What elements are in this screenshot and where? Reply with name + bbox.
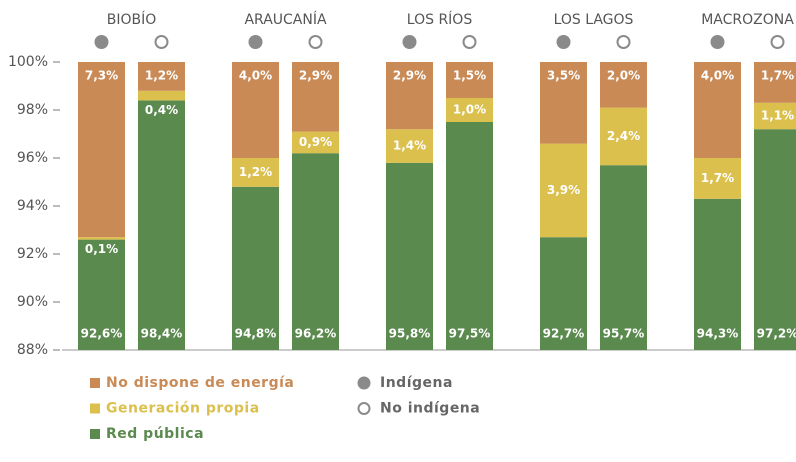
chart: 88% 90% 92% 94% 96% 98% 100% BIOBÍO 92,6% 0,1% 7,3… — [0, 0, 796, 462]
value-label: 2,9% — [393, 69, 426, 83]
value-label: 92,7% — [543, 327, 585, 341]
value-label: 4,0% — [701, 69, 734, 83]
legend-label: No indígena — [380, 401, 480, 417]
group-label: BIOBÍO — [107, 11, 157, 28]
bar-segment — [138, 100, 185, 350]
legend-label: Generación propia — [106, 401, 260, 417]
legend-marker — [359, 378, 370, 389]
value-label: 97,2% — [757, 327, 796, 341]
subgroup-marker — [96, 36, 108, 48]
bar-segment — [78, 237, 125, 239]
group-label: ARAUCANÍA — [244, 11, 327, 28]
value-label: 0,4% — [145, 103, 178, 117]
value-label: 0,9% — [299, 135, 332, 149]
value-label: 94,3% — [697, 327, 739, 341]
legend-swatch — [90, 429, 100, 439]
value-label: 4,0% — [239, 69, 272, 83]
value-label: 95,7% — [603, 327, 645, 341]
value-label: 1,4% — [393, 139, 426, 153]
group-label: LOS LAGOS — [554, 12, 634, 28]
value-label: 1,2% — [145, 69, 178, 83]
value-label: 1,5% — [453, 69, 486, 83]
bar-segment — [386, 163, 433, 350]
y-tick-label: 94% — [17, 198, 48, 214]
group-label: MACROZONA — [701, 12, 794, 28]
value-label: 92,6% — [81, 327, 123, 341]
subgroup-marker — [156, 36, 168, 48]
legend-label: No dispone de energía — [106, 375, 294, 391]
subgroup-marker — [464, 36, 476, 48]
value-label: 1,2% — [239, 165, 272, 179]
y-tick-label: 96% — [17, 150, 48, 166]
bar-segment — [600, 165, 647, 350]
y-tick-label: 92% — [17, 246, 48, 262]
y-tick-label: 90% — [17, 294, 48, 310]
legend-swatch — [90, 378, 100, 388]
value-label: 0,1% — [85, 242, 118, 256]
value-label: 1,1% — [761, 109, 794, 123]
subgroup-marker — [712, 36, 724, 48]
value-label: 97,5% — [449, 327, 491, 341]
value-label: 2,4% — [607, 129, 640, 143]
value-label: 1,7% — [701, 171, 734, 185]
group-label: LOS RÍOS — [407, 11, 473, 28]
value-label: 2,9% — [299, 69, 332, 83]
legend-label: Indígena — [380, 375, 453, 391]
value-label: 94,8% — [235, 327, 277, 341]
legend-label: Red pública — [106, 426, 204, 442]
bar-segment — [138, 91, 185, 101]
legend-swatch — [90, 404, 100, 414]
value-label: 7,3% — [85, 69, 118, 83]
value-label: 98,4% — [141, 327, 183, 341]
bar-segment — [292, 153, 339, 350]
y-tick-label: 100% — [8, 54, 48, 70]
bar-segment — [446, 122, 493, 350]
subgroup-marker — [250, 36, 262, 48]
subgroup-marker — [404, 36, 416, 48]
bar-segment — [754, 129, 796, 350]
subgroup-marker — [558, 36, 570, 48]
y-tick-label: 88% — [17, 342, 48, 358]
subgroup-marker — [310, 36, 322, 48]
value-label: 1,0% — [453, 103, 486, 117]
value-label: 2,0% — [607, 69, 640, 83]
value-label: 96,2% — [295, 327, 337, 341]
subgroup-marker — [618, 36, 630, 48]
bar-segment — [78, 62, 125, 237]
value-label: 1,7% — [761, 69, 794, 83]
value-label: 95,8% — [389, 327, 431, 341]
legend-marker — [359, 403, 370, 414]
value-label: 3,5% — [547, 69, 580, 83]
value-label: 3,9% — [547, 183, 580, 197]
subgroup-marker — [772, 36, 784, 48]
y-tick-label: 98% — [17, 102, 48, 118]
